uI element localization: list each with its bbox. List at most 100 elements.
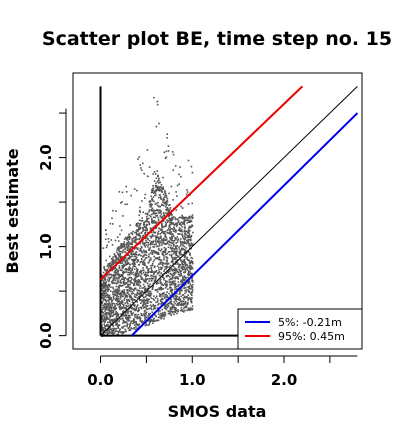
scatter-point xyxy=(141,287,143,289)
scatter-point xyxy=(188,235,191,237)
scatter-point xyxy=(178,183,180,185)
scatter-point xyxy=(108,265,111,267)
scatter-point xyxy=(128,329,130,332)
scatter-point xyxy=(164,232,166,235)
scatter-point xyxy=(136,248,139,251)
scatter-point xyxy=(145,288,148,291)
scatter-point xyxy=(131,241,134,244)
scatter-point xyxy=(138,226,140,228)
scatter-point xyxy=(176,270,179,273)
scatter-point xyxy=(178,296,180,299)
scatter-point xyxy=(145,226,147,229)
scatter-point xyxy=(150,259,152,261)
scatter-point xyxy=(150,268,153,270)
scatter-point xyxy=(128,287,131,290)
scatter-point xyxy=(151,218,153,221)
scatter-point xyxy=(108,324,110,327)
scatter-point xyxy=(135,232,138,234)
scatter-point xyxy=(175,246,177,249)
scatter-point xyxy=(144,237,146,240)
scatter-point xyxy=(126,324,128,326)
scatter-point xyxy=(126,191,128,193)
scatter-point xyxy=(164,296,166,298)
scatter-point xyxy=(117,288,119,290)
scatter-point xyxy=(112,309,115,312)
scatter-point xyxy=(156,298,159,300)
scatter-point xyxy=(109,331,111,334)
scatter-point xyxy=(104,309,106,311)
scatter-point xyxy=(175,251,178,254)
scatter-point xyxy=(139,228,141,230)
scatter-point xyxy=(112,261,114,264)
scatter-point xyxy=(138,295,140,298)
scatter-point xyxy=(183,249,185,251)
scatter-point xyxy=(114,277,116,280)
scatter-point xyxy=(152,286,154,289)
scatter-point xyxy=(153,250,155,252)
scatter-point xyxy=(116,273,119,276)
scatter-point xyxy=(150,241,152,244)
scatter-point xyxy=(119,285,122,287)
scatter-point xyxy=(157,303,159,306)
scatter-point xyxy=(112,333,114,335)
scatter-point xyxy=(131,259,134,261)
scatter-point xyxy=(129,267,131,270)
scatter-point xyxy=(167,228,170,230)
scatter-point xyxy=(138,250,141,252)
scatter-point xyxy=(136,324,138,327)
scatter-point xyxy=(137,158,139,160)
scatter-point xyxy=(106,284,108,287)
scatter-point xyxy=(184,300,187,303)
scatter-point xyxy=(180,266,182,269)
scatter-point xyxy=(188,217,190,220)
scatter-point xyxy=(108,313,110,315)
scatter-point xyxy=(161,313,163,315)
scatter-point xyxy=(162,276,164,279)
scatter-point xyxy=(165,236,168,239)
scatter-point xyxy=(112,293,114,295)
scatter-point xyxy=(142,261,144,264)
scatter-point xyxy=(190,261,192,263)
scatter-point xyxy=(188,266,190,269)
scatter-point xyxy=(174,251,177,253)
scatter-point xyxy=(184,264,187,266)
scatter-point xyxy=(114,239,117,242)
scatter-point xyxy=(171,223,173,225)
scatter-point xyxy=(172,262,175,265)
scatter-point xyxy=(176,263,179,265)
scatter-point xyxy=(161,316,163,318)
scatter-point xyxy=(147,237,149,240)
scatter-point xyxy=(167,305,170,307)
scatter-point xyxy=(100,323,103,326)
scatter-point xyxy=(105,292,108,294)
scatter-point xyxy=(145,241,148,243)
scatter-point xyxy=(187,251,189,253)
scatter-point xyxy=(105,259,107,262)
scatter-point xyxy=(161,314,163,316)
scatter-point xyxy=(181,221,184,224)
scatter-point xyxy=(166,219,168,221)
scatter-point xyxy=(156,103,159,106)
scatter-point xyxy=(143,296,145,299)
scatter-point xyxy=(126,296,128,298)
scatter-point xyxy=(163,255,165,257)
scatter-point xyxy=(159,280,161,282)
scatter-point xyxy=(131,233,134,235)
scatter-point xyxy=(125,313,127,316)
scatter-point xyxy=(128,328,131,331)
scatter-point xyxy=(109,276,111,279)
scatter-point xyxy=(149,283,151,285)
scatter-point xyxy=(120,293,123,296)
scatter-point xyxy=(145,304,147,306)
scatter-point xyxy=(134,324,136,326)
scatter-point xyxy=(170,185,173,188)
scatter-point xyxy=(152,222,155,224)
scatter-point xyxy=(122,272,124,274)
scatter-point xyxy=(133,283,135,286)
scatter-point xyxy=(161,261,164,264)
scatter-point xyxy=(127,274,129,276)
scatter-point xyxy=(107,296,109,298)
scatter-point xyxy=(164,203,167,205)
scatter-point xyxy=(103,286,106,289)
scatter-point xyxy=(163,292,165,294)
